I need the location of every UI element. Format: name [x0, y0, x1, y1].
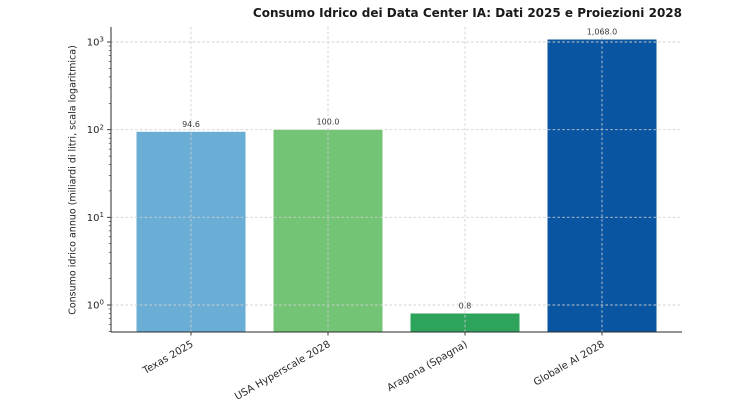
y-tick-label: 103 — [87, 36, 104, 49]
chart-title: Consumo Idrico dei Data Center IA: Dati … — [252, 6, 682, 20]
y-tick-label: 101 — [87, 211, 104, 224]
y-tick-label: 100 — [87, 299, 104, 312]
bar — [410, 313, 520, 332]
x-tick-label: USA Hyperscale 2028 — [233, 339, 332, 403]
bar-value-label: 0.8 — [459, 302, 472, 311]
bar-value-label: 94.6 — [182, 120, 200, 129]
y-tick-label: 102 — [87, 123, 104, 136]
bar — [136, 131, 246, 332]
x-tick-label: Texas 2025 — [140, 339, 195, 377]
x-tick-label: Aragona (Spagna) — [386, 339, 470, 394]
bar-value-label: 100.0 — [317, 118, 340, 127]
bar-value-label: 1,068.0 — [587, 28, 618, 37]
x-tick-label: Globale AI 2028 — [532, 339, 606, 388]
